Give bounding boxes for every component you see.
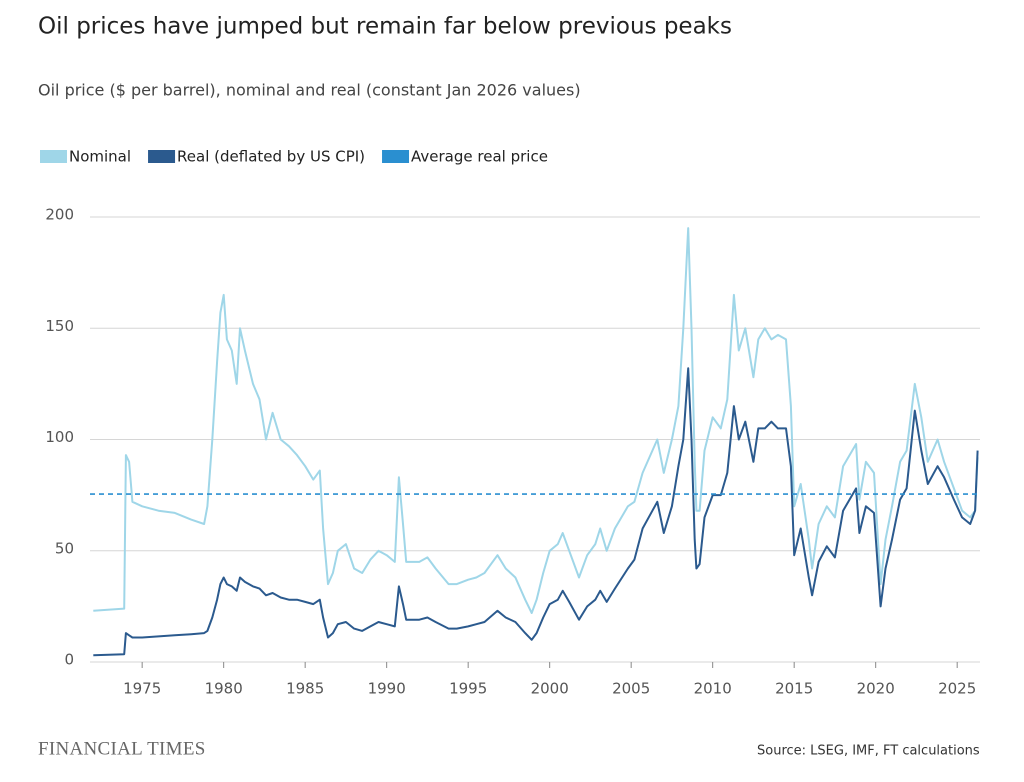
x-tick-label: 2025	[938, 680, 976, 698]
legend-label: Real (deflated by US CPI)	[177, 148, 365, 166]
legend-swatch	[40, 150, 67, 163]
chart-title: Oil prices have jumped but remain far be…	[38, 14, 732, 40]
legend-swatch	[148, 150, 176, 163]
y-tick-label: 100	[45, 428, 74, 446]
y-tick-label: 50	[55, 539, 74, 557]
y-tick-label: 150	[45, 317, 74, 335]
plot-area: 0 50 100 150 200 1975 1980 1985 1990 1995 2000 2005…	[45, 206, 980, 698]
legend-label: Average real price	[411, 148, 548, 166]
x-tick-label: 2015	[775, 680, 813, 698]
legend-swatch	[382, 150, 410, 163]
x-tick-label: 1985	[286, 680, 324, 698]
x-tick-label: 2000	[531, 680, 569, 698]
x-tick-label: 1995	[449, 680, 487, 698]
x-tick-label: 1975	[123, 680, 161, 698]
x-tick-label: 2005	[612, 680, 650, 698]
source: Source: LSEG, IMF, FT calculations	[757, 744, 980, 759]
chart-subtitle: Oil price ($ per barrel), nominal and re…	[38, 81, 581, 100]
x-tick-label: 2020	[857, 680, 895, 698]
x-tick-label: 1980	[205, 680, 243, 698]
legend: Nominal Real (deflated by US CPI) Average …	[40, 148, 548, 166]
legend-label: Nominal	[69, 148, 131, 166]
series-line	[93, 227, 979, 614]
x-tick-label: 1990	[368, 680, 406, 698]
y-tick-label: 0	[64, 651, 74, 669]
series-line	[93, 367, 979, 657]
x-tick-label: 2010	[694, 680, 732, 698]
y-tick-label: 200	[45, 206, 74, 224]
brand: FINANCIAL TIMES	[38, 738, 206, 759]
